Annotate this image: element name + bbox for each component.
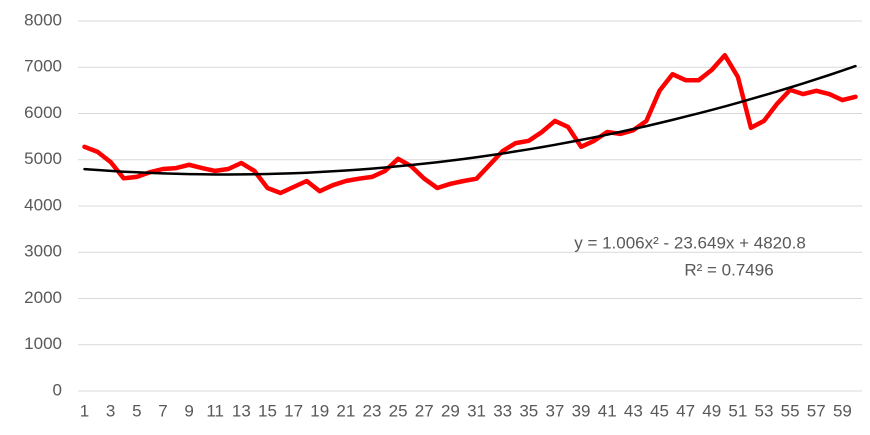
x-tick-label: 23 <box>363 401 382 420</box>
x-tick-label: 1 <box>80 401 89 420</box>
trend-line <box>83 64 857 176</box>
x-tick-label: 43 <box>624 401 643 420</box>
data-line <box>82 52 858 196</box>
y-tick-label: 5000 <box>24 149 62 168</box>
x-tick-label: 5 <box>132 401 141 420</box>
x-tick-label: 27 <box>415 401 434 420</box>
y-tick-label: 4000 <box>24 195 62 214</box>
y-tick-label: 6000 <box>24 103 62 122</box>
x-tick-label: 17 <box>284 401 303 420</box>
y-tick-label: 3000 <box>24 242 62 261</box>
x-tick-label: 41 <box>598 401 617 420</box>
y-tick-label: 1000 <box>24 334 62 353</box>
x-tick-label: 21 <box>336 401 355 420</box>
x-tick-label: 51 <box>728 401 747 420</box>
y-tick-label: 0 <box>53 380 62 399</box>
x-tick-label: 29 <box>441 401 460 420</box>
y-tick-label: 7000 <box>24 57 62 76</box>
x-tick-label: 39 <box>572 401 591 420</box>
x-tick-label: 7 <box>158 401 167 420</box>
x-tick-label: 11 <box>206 401 224 420</box>
x-tick-label: 35 <box>519 401 538 420</box>
y-tick-label: 2000 <box>24 288 62 307</box>
x-tick-label: 37 <box>545 401 564 420</box>
x-tick-label: 15 <box>258 401 277 420</box>
r-squared: R² = 0.7496 <box>684 260 773 279</box>
x-tick-label: 33 <box>493 401 512 420</box>
x-tick-label: 31 <box>467 401 486 420</box>
x-tick-label: 55 <box>781 401 800 420</box>
x-tick-label: 3 <box>106 401 115 420</box>
y-tick-label: 8000 <box>24 10 62 29</box>
x-tick-label: 45 <box>650 401 669 420</box>
x-tick-label: 25 <box>389 401 408 420</box>
x-tick-label: 13 <box>232 401 251 420</box>
x-tick-label: 47 <box>676 401 695 420</box>
x-tick-label: 9 <box>184 401 193 420</box>
x-tick-label: 19 <box>310 401 329 420</box>
x-tick-label: 57 <box>807 401 826 420</box>
trend-equation: y = 1.006x² - 23.649x + 4820.8 <box>574 233 806 252</box>
x-tick-label: 49 <box>702 401 721 420</box>
x-tick-label: 59 <box>833 401 852 420</box>
x-tick-label: 53 <box>755 401 774 420</box>
